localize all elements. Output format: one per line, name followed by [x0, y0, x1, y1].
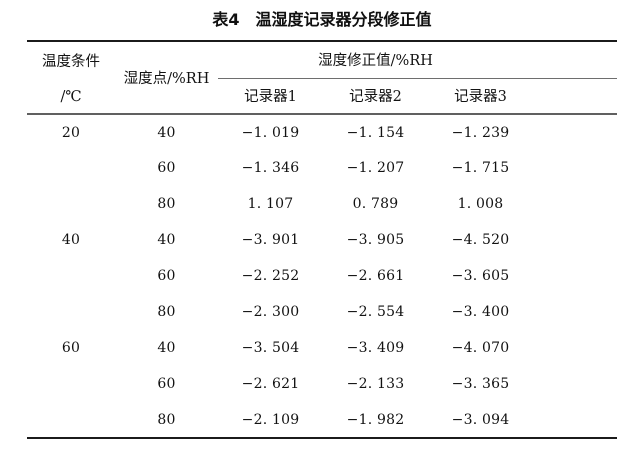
cell-recorder2-value: −2. 661 — [346, 268, 405, 284]
cell-temperature — [27, 366, 115, 402]
header-row-1: 温度条件 /℃ 湿度点/%RH 湿度修正值/%RH — [27, 41, 618, 115]
table-row: 60 −2. 621 −2. 133 −3. 365 — [27, 366, 617, 402]
cell-humidity-point: 60 — [157, 160, 176, 176]
cell-recorder2-value: −2. 133 — [346, 376, 405, 392]
table-row: 80 −2. 300 −2. 554 −3. 400 — [27, 294, 617, 330]
cell-recorder3-value: −4. 070 — [451, 340, 510, 356]
cell-recorder1-value: 1. 107 — [247, 196, 294, 212]
cell-recorder1-value: −3. 504 — [241, 340, 300, 356]
cell-temperature: 20 — [61, 124, 81, 141]
cell-recorder3-value: −4. 520 — [451, 232, 510, 248]
table-row: 40 40 −3. 901 −3. 905 −4. 520 — [27, 222, 617, 258]
cell-recorder2-value: −2. 554 — [346, 304, 405, 320]
header-temperature-condition: 温度条件 /℃ — [27, 41, 115, 115]
cell-recorder1-value: −2. 300 — [241, 304, 300, 320]
cell-recorder1-value: −2. 621 — [241, 376, 300, 392]
header-temperature-unit: /℃ — [60, 88, 82, 105]
table-header: 温度条件 /℃ 湿度点/%RH 湿度修正值/%RH 记录器1 记录器2 记录器3 — [27, 41, 618, 115]
cell-humidity-point: 40 — [157, 232, 176, 248]
cell-temperature — [27, 294, 115, 330]
header-humidity-point: 湿度点/%RH — [115, 41, 218, 115]
cell-humidity-point: 60 — [157, 376, 176, 392]
cell-recorder1-value: −2. 109 — [241, 411, 300, 428]
cell-temperature — [27, 258, 115, 294]
cell-spacer — [533, 186, 617, 222]
cell-temperature: 40 — [61, 232, 81, 248]
table-row: 60 −1. 346 −1. 207 −1. 715 — [27, 150, 617, 186]
cell-spacer — [533, 222, 617, 258]
cell-humidity-point: 80 — [157, 196, 176, 212]
cell-recorder2-value: −3. 409 — [346, 340, 405, 356]
cell-recorder3-value: −3. 094 — [451, 411, 510, 428]
cell-spacer — [533, 294, 617, 330]
cell-recorder1-value: −3. 901 — [241, 232, 300, 248]
cell-recorder2-value: −1. 154 — [346, 124, 405, 141]
table-row: 80 1. 107 0. 789 1. 008 — [27, 186, 617, 222]
header-recorder-3: 记录器3 — [428, 78, 533, 115]
cell-humidity-point: 40 — [157, 340, 176, 356]
cell-temperature — [27, 186, 115, 222]
cell-humidity-point: 80 — [157, 304, 176, 320]
table-row: 80 −2. 109 −1. 982 −3. 094 — [27, 402, 617, 438]
cell-recorder2-value: −3. 905 — [346, 232, 405, 248]
table-row: 60 40 −3. 504 −3. 409 −4. 070 — [27, 330, 617, 366]
cell-recorder1-value: −1. 346 — [241, 160, 300, 176]
cell-recorder1-value: −2. 252 — [241, 268, 300, 284]
cell-recorder3-value: −3. 400 — [451, 304, 510, 320]
cell-recorder2-value: 0. 789 — [352, 196, 399, 212]
cell-spacer — [533, 402, 617, 438]
cell-spacer — [533, 114, 617, 150]
cell-temperature — [27, 150, 115, 186]
table-title: 表4 温湿度记录器分段修正值 — [212, 10, 432, 29]
cell-spacer — [533, 150, 617, 186]
header-recorder-2: 记录器2 — [323, 78, 428, 115]
cell-recorder2-value: −1. 207 — [346, 160, 405, 176]
cell-temperature — [27, 402, 115, 438]
header-humidity-correction-group: 湿度修正值/%RH — [218, 41, 618, 79]
cell-temperature: 60 — [61, 340, 81, 356]
header-spacer — [533, 78, 618, 115]
header-row-2: 记录器1 记录器2 记录器3 — [27, 78, 618, 115]
cell-recorder1-value: −1. 019 — [241, 124, 300, 141]
cell-recorder3-value: −3. 365 — [451, 376, 510, 392]
table-body: 20 40 −1. 019 −1. 154 −1. 239 60 −1. 346… — [27, 114, 617, 438]
cell-humidity-point: 60 — [157, 268, 176, 284]
cell-recorder3-value: −1. 715 — [451, 160, 510, 176]
cell-spacer — [533, 366, 617, 402]
cell-recorder3-value: −1. 239 — [451, 124, 510, 141]
humidity-correction-table: 温度条件 /℃ 湿度点/%RH 湿度修正值/%RH 记录器1 记录器2 记录器3… — [27, 40, 618, 439]
cell-spacer — [533, 330, 617, 366]
cell-spacer — [533, 258, 617, 294]
cell-humidity-point: 40 — [157, 124, 176, 141]
cell-recorder3-value: 1. 008 — [457, 196, 504, 212]
header-temperature-condition-label: 温度条件 — [42, 53, 100, 70]
header-humidity-correction-label: 湿度修正值/%RH — [318, 53, 433, 70]
table-row: 60 −2. 252 −2. 661 −3. 605 — [27, 258, 617, 294]
cell-recorder2-value: −1. 982 — [346, 411, 405, 428]
table-row: 20 40 −1. 019 −1. 154 −1. 239 — [27, 114, 617, 150]
header-recorder-1: 记录器1 — [218, 78, 323, 115]
cell-humidity-point: 80 — [157, 411, 176, 428]
cell-recorder3-value: −3. 605 — [451, 268, 510, 284]
